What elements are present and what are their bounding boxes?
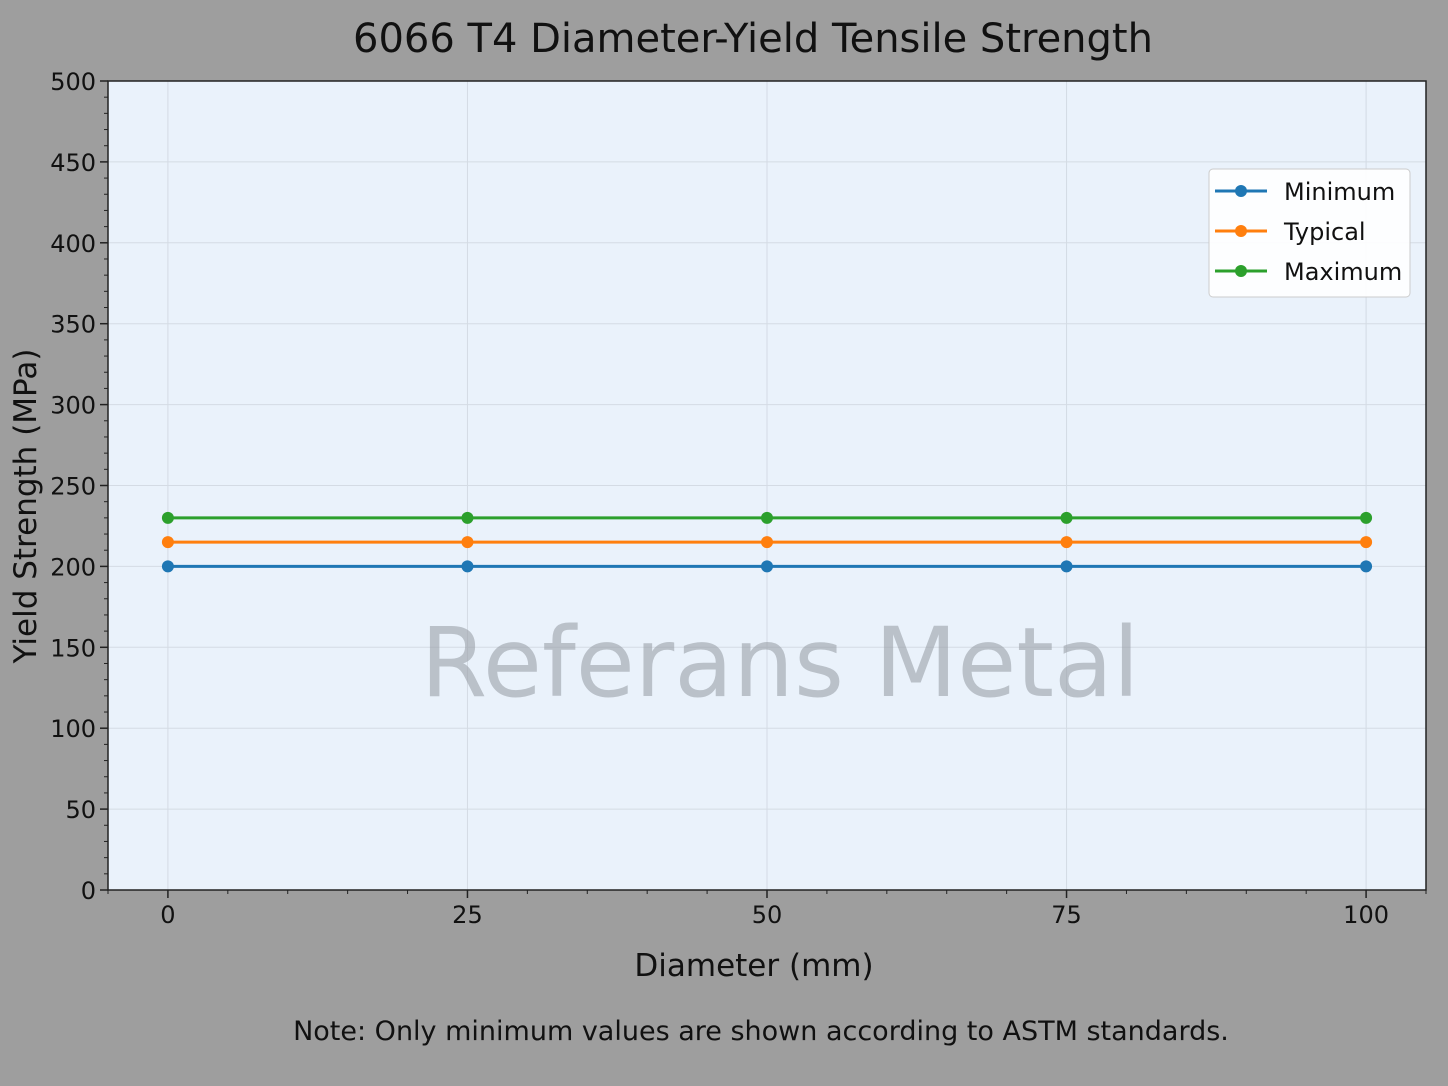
y-tick-label: 50 xyxy=(65,796,96,824)
data-point-maximum xyxy=(161,511,174,524)
data-point-typical xyxy=(761,536,773,549)
data-point-minimum xyxy=(1060,560,1073,573)
y-tick-label: 200 xyxy=(50,553,96,581)
watermark: Referans Metal xyxy=(420,607,1139,719)
chart-title: 6066 T4 Diameter-Yield Tensile Strength xyxy=(353,16,1153,62)
y-tick-label: 350 xyxy=(50,311,96,339)
x-tick-label: 0 xyxy=(160,901,175,929)
data-point-typical xyxy=(161,536,174,549)
data-point-minimum xyxy=(1360,560,1373,573)
y-axis-label: Yield Strength (MPa) xyxy=(8,349,44,665)
axis-ticks: 0 50 100 150 200 250 300 350 400 450 500 0 25 50 75 100 xyxy=(50,68,1427,929)
data-point-maximum xyxy=(761,511,773,524)
data-point-typical xyxy=(461,536,474,549)
y-tick-label: 300 xyxy=(50,392,96,420)
legend-swatch-marker xyxy=(1235,185,1247,197)
legend-swatch-marker xyxy=(1235,265,1247,277)
data-point-maximum xyxy=(1060,511,1073,524)
data-point-minimum xyxy=(461,560,474,573)
y-tick-label: 150 xyxy=(50,634,96,662)
legend-swatch-marker xyxy=(1235,225,1247,237)
y-tick-label: 250 xyxy=(50,473,96,501)
data-point-maximum xyxy=(461,511,474,524)
legend-label: Minimum xyxy=(1284,178,1395,206)
legend: Minimum Typical Maximum xyxy=(1208,168,1411,298)
data-point-maximum xyxy=(1360,511,1373,524)
legend-box xyxy=(1208,168,1411,298)
legend-label: Typical xyxy=(1283,218,1366,246)
series-lines xyxy=(161,511,1373,573)
y-tick-label: 400 xyxy=(50,230,96,258)
x-tick-label: 75 xyxy=(1051,901,1082,929)
y-tick-label: 100 xyxy=(50,715,96,743)
y-tick-label: 0 xyxy=(81,877,96,905)
x-tick-label: 25 xyxy=(452,901,483,929)
data-point-typical xyxy=(1060,536,1073,549)
x-axis-label: Diameter (mm) xyxy=(634,948,873,984)
data-point-minimum xyxy=(161,560,174,573)
legend-label: Maximum xyxy=(1284,258,1402,286)
x-tick-label: 100 xyxy=(1343,901,1389,929)
x-tick-label: 50 xyxy=(752,901,783,929)
data-point-minimum xyxy=(761,560,773,573)
y-tick-label: 450 xyxy=(50,149,96,177)
y-tick-label: 500 xyxy=(50,68,96,96)
chart-note: Note: Only minimum values are shown acco… xyxy=(293,1016,1229,1047)
data-point-typical xyxy=(1360,536,1373,549)
